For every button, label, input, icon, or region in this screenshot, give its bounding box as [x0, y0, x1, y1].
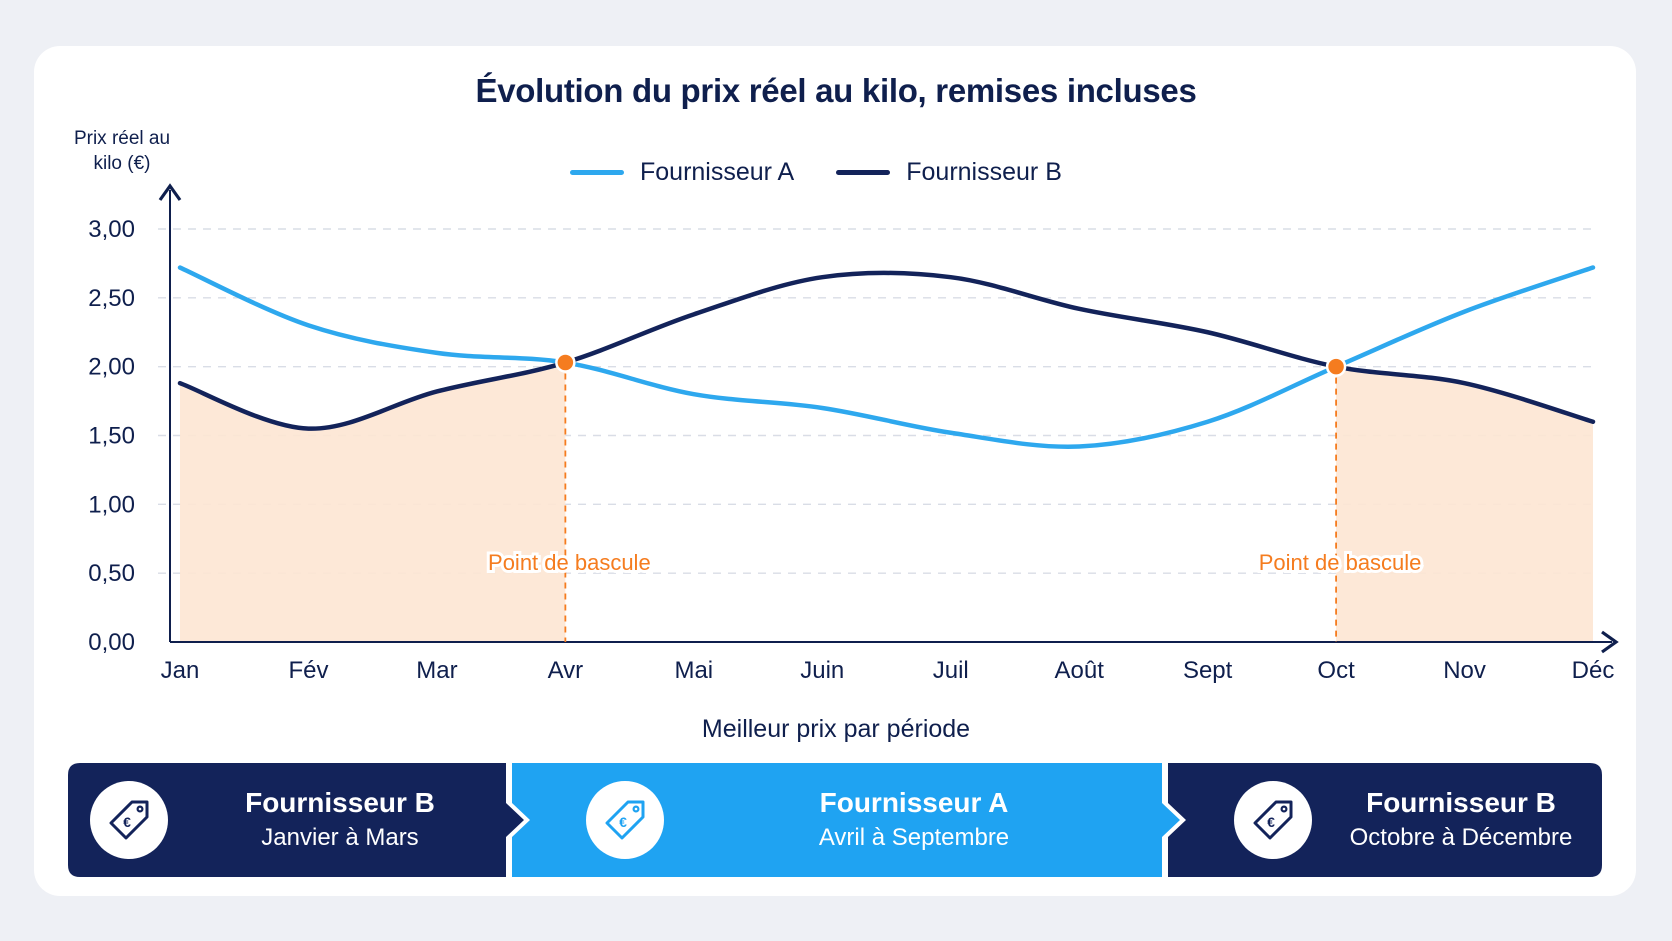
x-tick-label: Fév: [288, 657, 328, 684]
euro-tag-icon: €: [90, 781, 168, 859]
y-tick-label: 0,50: [88, 560, 135, 587]
segment-background-2: [512, 763, 1180, 877]
svg-text:€: €: [619, 814, 627, 830]
segment-background-1: [68, 763, 524, 877]
summary-title: Meilleur prix par période: [701, 715, 971, 743]
best-price-banner: € Fournisseur B Janvier à Mars € Fournis…: [68, 763, 1602, 877]
period-segment-3: € Fournisseur B Octobre à Décembre: [1168, 763, 1602, 877]
x-tick-label: Août: [1054, 657, 1104, 684]
legend-label-supplier-b: Fournisseur B: [906, 157, 1062, 186]
y-axis-label: Prix réel au kilo (€): [73, 128, 171, 174]
y-tick-label: 1,50: [88, 423, 135, 450]
x-tick-label: Mai: [674, 657, 713, 684]
svg-text:€: €: [123, 814, 131, 830]
x-tick-label: Juil: [933, 657, 969, 684]
shaded-area: [180, 362, 566, 642]
y-tick-label: 2,00: [88, 354, 135, 381]
euro-tag-icon: €: [1234, 781, 1312, 859]
x-tick-label: Nov: [1443, 657, 1486, 684]
segment-supplier-2: Fournisseur A: [819, 787, 1009, 818]
legend-label-supplier-a: Fournisseur A: [640, 157, 795, 186]
period-segment-2: € Fournisseur A Avril à Septembre: [512, 763, 1180, 877]
chart-title: Évolution du prix réel au kilo, remises …: [475, 72, 1197, 109]
euro-tag-icon: €: [586, 781, 664, 859]
x-tick-label: Juin: [800, 657, 844, 684]
segment-period-3: Octobre à Décembre: [1349, 824, 1573, 851]
segment-supplier-1: Fournisseur B: [245, 787, 435, 818]
y-tick-label: 3,00: [88, 216, 135, 243]
crossover-label: Point de bascule: [488, 550, 651, 575]
series-line-supplier-a: [177, 265, 1596, 450]
x-tick-label: Jan: [161, 657, 200, 684]
svg-text:€: €: [1267, 814, 1275, 830]
segment-period-1: Janvier à Mars: [261, 824, 419, 851]
x-tick-label: Mar: [416, 657, 457, 684]
shaded-area: [1336, 366, 1593, 642]
legend-swatch-supplier-b: [836, 169, 891, 175]
period-segment-1: € Fournisseur B Janvier à Mars: [68, 763, 524, 877]
x-tick-label: Oct: [1317, 657, 1355, 684]
y-tick-label: 1,00: [88, 491, 135, 518]
crossover-point: [1325, 356, 1347, 377]
crossover-point: [555, 352, 576, 373]
y-tick-label: 0,00: [88, 629, 135, 656]
legend-item-supplier-a: Fournisseur A: [570, 158, 794, 187]
legend-item-supplier-b: Fournisseur B: [836, 158, 1062, 187]
x-tick-label: Déc: [1572, 657, 1615, 684]
legend-swatch-supplier-a: [570, 169, 624, 175]
x-tick-label: Sept: [1183, 657, 1233, 684]
line-chart: Point de bascule Point de bascule 0,00 0,5…: [88, 183, 1619, 684]
segment-supplier-3: Fournisseur B: [1366, 787, 1556, 818]
crossover-label: Point de bascule: [1259, 550, 1422, 575]
x-tick-label: Avr: [548, 657, 584, 684]
legend: Fournisseur A Fournisseur B: [570, 154, 1104, 190]
series-line-supplier-b: [177, 270, 1596, 431]
y-tick-label: 2,50: [88, 285, 135, 312]
segment-period-2: Avril à Septembre: [818, 824, 1010, 851]
